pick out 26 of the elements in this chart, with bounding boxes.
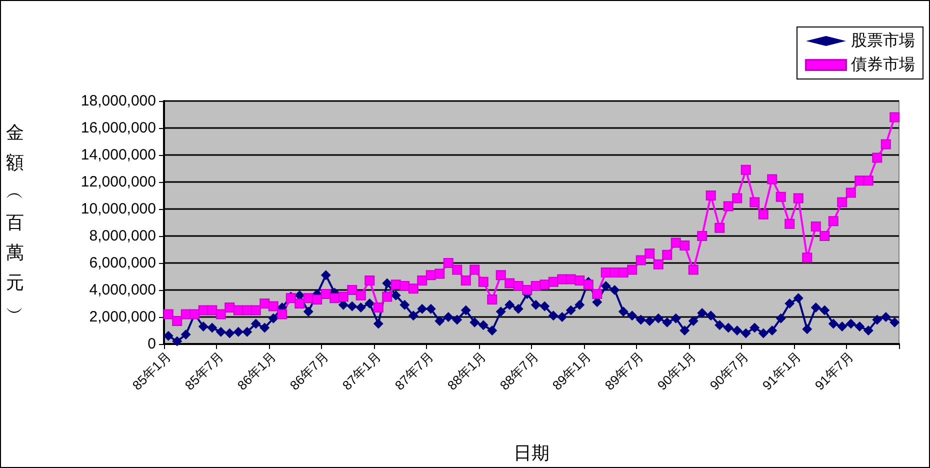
- x-tick-label: 87年7月: [392, 348, 436, 394]
- y-tick-label: 8,000,000: [89, 228, 156, 244]
- y-tick-label: 16,000,000: [80, 120, 156, 136]
- x-tick-label: 85年7月: [182, 348, 226, 394]
- x-tick-label: 89年7月: [602, 348, 646, 394]
- y-tick-label: 10,000,000: [80, 200, 156, 218]
- x-tick-label: 91年7月: [812, 348, 856, 394]
- y-tick-label: 12,000,000: [80, 174, 156, 190]
- x-tick-label: 91年1月: [759, 348, 804, 394]
- y-tick-label: 6,000,000: [89, 254, 156, 272]
- x-tick-label: 86年7月: [286, 348, 332, 394]
- y-tick-label: 18,000,000: [80, 92, 156, 110]
- y-tick-label: 2,000,000: [89, 308, 156, 326]
- x-axis-title: 日期: [514, 443, 550, 463]
- x-tick-label: 88年1月: [444, 348, 489, 394]
- x-tick-label: 86年1月: [234, 348, 279, 394]
- x-tick-label: 88年7月: [496, 348, 542, 394]
- legend-label: 股票市場: [851, 32, 915, 50]
- x-tick-label: 90年1月: [654, 348, 699, 394]
- x-tick-label: 89年1月: [549, 348, 594, 394]
- y-tick-label: 14,000,000: [80, 146, 156, 164]
- y-tick-label: 4,000,000: [89, 282, 156, 298]
- x-tick-label: 90年7月: [706, 348, 752, 394]
- x-tick-label: 87年1月: [339, 348, 384, 394]
- legend-label: 債券市場: [851, 56, 915, 74]
- y-axis-title: 金額︵百萬元︶: [6, 122, 24, 322]
